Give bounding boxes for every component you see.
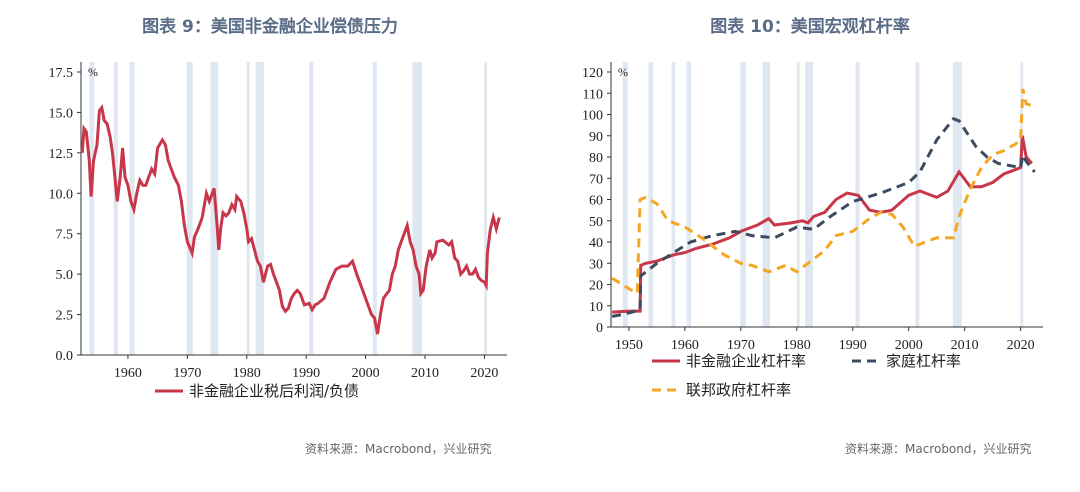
x-tick-label: 2020 xyxy=(470,366,498,381)
y-tick-label: 40 xyxy=(589,236,603,251)
x-tick-label: 2010 xyxy=(411,366,439,381)
recession-band xyxy=(309,62,314,355)
recession-band xyxy=(952,62,962,327)
y-tick-label: 60 xyxy=(589,194,603,209)
x-tick-label: 1970 xyxy=(727,338,755,353)
y-tick-label: 10.0 xyxy=(49,187,74,202)
unit-label: % xyxy=(618,65,628,79)
legend-label: 联邦政府杠杆率 xyxy=(686,381,791,399)
series-line xyxy=(611,88,1035,296)
x-tick-label: 2000 xyxy=(352,366,380,381)
chart-title-10: 图表 10：美国宏观杠杆率 xyxy=(710,17,910,37)
series-line xyxy=(611,117,1036,318)
recession-band xyxy=(186,62,193,355)
y-tick-label: 7.5 xyxy=(56,228,74,243)
y-tick-label: 50 xyxy=(589,215,603,230)
unit-label: % xyxy=(88,65,98,79)
y-tick-label: 100 xyxy=(582,109,603,124)
recession-band xyxy=(686,62,692,327)
y-tick-label: 2.5 xyxy=(56,309,74,324)
recession-band xyxy=(805,62,814,327)
y-tick-label: 70 xyxy=(589,172,603,187)
y-tick-label: 17.5 xyxy=(49,66,74,81)
y-tick-label: 30 xyxy=(589,257,603,272)
recession-band xyxy=(762,62,770,327)
chart-title-9: 图表 9：美国非金融企业偿债压力 xyxy=(142,17,398,37)
x-tick-label: 2000 xyxy=(895,338,923,353)
x-tick-label: 1960 xyxy=(671,338,699,353)
legend-label: 非金融企业税后利润/负债 xyxy=(189,382,359,400)
y-tick-label: 80 xyxy=(589,151,603,166)
recession-band xyxy=(740,62,746,327)
y-tick-label: 120 xyxy=(582,66,603,81)
x-tick-label: 1980 xyxy=(783,338,811,353)
y-tick-label: 0.0 xyxy=(56,349,74,364)
source-note-10: 资料来源：Macrobond，兴业研究 xyxy=(845,442,1032,456)
series-line xyxy=(80,103,501,335)
recession-band xyxy=(915,62,920,327)
legend-label: 家庭杠杆率 xyxy=(886,352,961,370)
recession-band xyxy=(113,62,118,355)
recession-band xyxy=(1021,62,1024,327)
x-tick-label: 1990 xyxy=(292,366,320,381)
legend-label: 非金融企业杠杆率 xyxy=(686,352,806,370)
x-tick-label: 1990 xyxy=(839,338,867,353)
recession-band xyxy=(796,62,800,327)
recession-band xyxy=(648,62,653,327)
y-tick-label: 12.5 xyxy=(49,147,74,162)
source-note-9: 资料来源：Macrobond，兴业研究 xyxy=(305,442,492,456)
recession-band xyxy=(671,62,676,327)
x-tick-label: 2020 xyxy=(1007,338,1035,353)
y-tick-label: 15.0 xyxy=(49,106,74,121)
recession-band xyxy=(485,62,488,355)
x-tick-label: 1970 xyxy=(173,366,201,381)
recession-band xyxy=(412,62,423,355)
x-tick-label: 2010 xyxy=(951,338,979,353)
series-line xyxy=(612,135,1033,314)
recession-band xyxy=(246,62,250,355)
x-tick-label: 1960 xyxy=(114,366,142,381)
x-tick-label: 1980 xyxy=(233,366,261,381)
recession-band xyxy=(255,62,264,355)
recession-band xyxy=(372,62,377,355)
y-tick-label: 5.0 xyxy=(56,268,74,283)
x-tick-label: 1950 xyxy=(615,338,643,353)
y-tick-label: 10 xyxy=(589,300,603,315)
y-tick-label: 110 xyxy=(583,87,603,102)
y-tick-label: 0 xyxy=(596,321,603,336)
y-tick-label: 20 xyxy=(589,279,603,294)
recession-band xyxy=(622,62,628,327)
recession-band xyxy=(89,62,95,355)
y-tick-label: 90 xyxy=(589,130,603,145)
